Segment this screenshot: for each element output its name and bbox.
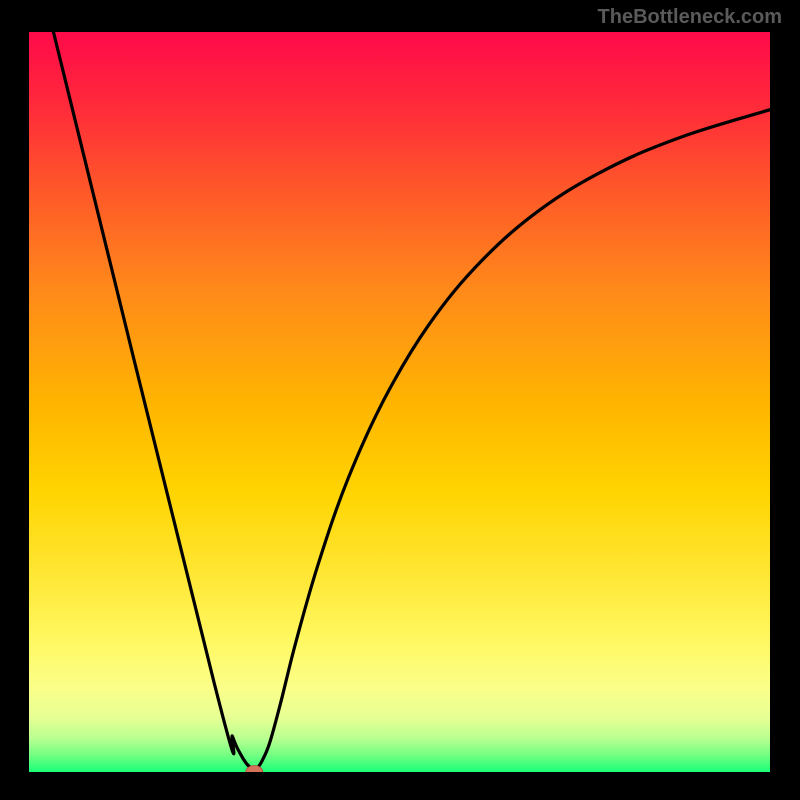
watermark-text: TheBottleneck.com xyxy=(598,6,782,29)
gradient-background xyxy=(29,32,770,772)
plot-area xyxy=(29,32,770,772)
chart-svg xyxy=(29,32,770,772)
